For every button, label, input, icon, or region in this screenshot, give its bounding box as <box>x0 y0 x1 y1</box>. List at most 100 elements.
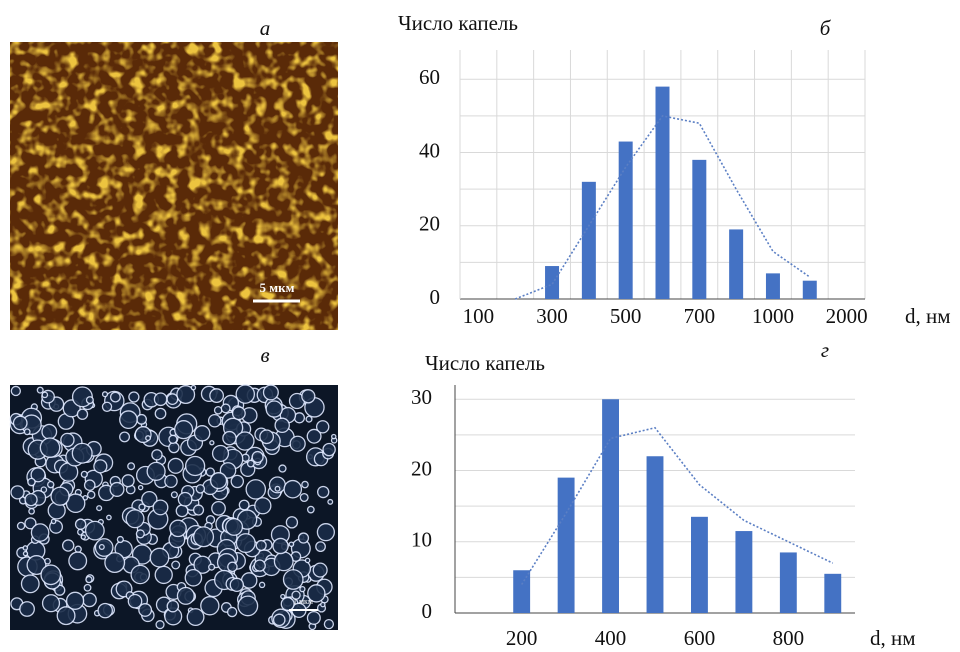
bubble <box>167 457 184 474</box>
bubble <box>10 385 22 397</box>
bubble <box>30 523 50 542</box>
bubble <box>135 529 145 539</box>
bar <box>513 570 531 613</box>
bubble <box>211 500 226 516</box>
bubble <box>28 507 35 515</box>
bubble <box>154 565 173 585</box>
bar <box>646 456 664 613</box>
trend-line <box>520 426 834 585</box>
bubble <box>304 557 311 564</box>
bubble <box>169 519 187 538</box>
bubble <box>141 491 158 508</box>
bubble <box>36 386 44 394</box>
bubble <box>289 435 306 452</box>
bubble <box>301 389 316 404</box>
bar <box>765 273 780 299</box>
bubble <box>312 562 328 578</box>
bubble <box>272 537 289 555</box>
bubble <box>127 593 143 609</box>
bar <box>602 399 619 613</box>
bubble <box>56 606 76 626</box>
bubble <box>254 497 272 515</box>
bubble <box>205 467 216 477</box>
bubble <box>151 449 163 461</box>
bar <box>691 516 708 613</box>
bubble <box>230 474 245 489</box>
bubble <box>305 415 313 423</box>
bubble <box>291 590 301 600</box>
bubble <box>315 420 330 434</box>
bubble <box>174 420 194 440</box>
x-tick-label: 800 <box>773 626 805 650</box>
bubble <box>209 472 228 490</box>
bubble <box>106 514 112 521</box>
bubble <box>27 477 36 487</box>
scale-label: 5 мкм <box>260 280 295 295</box>
bubble <box>285 516 299 529</box>
photo-a: 5 мкм <box>10 42 338 330</box>
bubble <box>146 461 166 481</box>
bubble <box>24 517 37 530</box>
x-tick-label: 500 <box>610 304 642 328</box>
bubble <box>316 523 335 542</box>
bubble <box>226 606 238 618</box>
bubble <box>306 505 315 514</box>
bubble <box>265 400 283 418</box>
bubble <box>176 385 196 404</box>
bubble <box>60 432 75 448</box>
bubble <box>283 479 303 499</box>
bubble <box>84 520 105 541</box>
bubble <box>306 610 321 625</box>
bubble <box>220 403 231 414</box>
y-tick-label: 20 <box>419 212 440 236</box>
bubble <box>80 534 86 540</box>
bubble <box>61 539 75 552</box>
bubble <box>299 585 306 593</box>
bubble <box>97 602 113 619</box>
bubble <box>258 581 266 589</box>
x-tick-label: 300 <box>536 304 568 328</box>
bubble <box>22 550 29 557</box>
bubble <box>71 442 93 464</box>
bubble <box>93 459 108 474</box>
bubble <box>253 559 266 572</box>
bubble <box>227 561 238 573</box>
bubble <box>168 434 178 445</box>
bubble <box>41 423 58 440</box>
bar <box>802 280 817 299</box>
x-tick-label: 1000 <box>752 304 794 328</box>
bubble <box>255 539 267 552</box>
bubble <box>153 392 168 407</box>
trend-line <box>514 115 811 300</box>
bar <box>735 531 753 613</box>
bar <box>779 552 797 613</box>
bubble <box>76 408 89 420</box>
bubble <box>170 491 178 499</box>
panel-label: в <box>260 343 269 367</box>
bar <box>557 477 575 613</box>
bubble <box>44 557 51 565</box>
panel-label: б <box>820 16 832 40</box>
bubble <box>320 601 326 608</box>
bubble <box>282 569 304 590</box>
bubble <box>24 492 38 507</box>
bubble <box>19 601 35 617</box>
bar <box>692 159 707 299</box>
bubble <box>259 429 275 445</box>
y-axis-label: Число капель <box>425 351 545 375</box>
bubble <box>222 430 237 446</box>
x-axis-label: d, нм <box>905 304 951 328</box>
bubble <box>50 518 57 525</box>
bubble <box>235 384 256 404</box>
bubble <box>280 593 286 600</box>
bubble <box>208 563 216 571</box>
bubble <box>86 490 96 500</box>
y-tick-label: 0 <box>430 285 441 309</box>
bubble <box>195 484 206 494</box>
bubble <box>47 480 55 489</box>
panel-label: г <box>821 338 829 362</box>
y-tick-label: 60 <box>419 65 440 89</box>
bubble <box>213 406 223 415</box>
bubble <box>10 485 25 500</box>
